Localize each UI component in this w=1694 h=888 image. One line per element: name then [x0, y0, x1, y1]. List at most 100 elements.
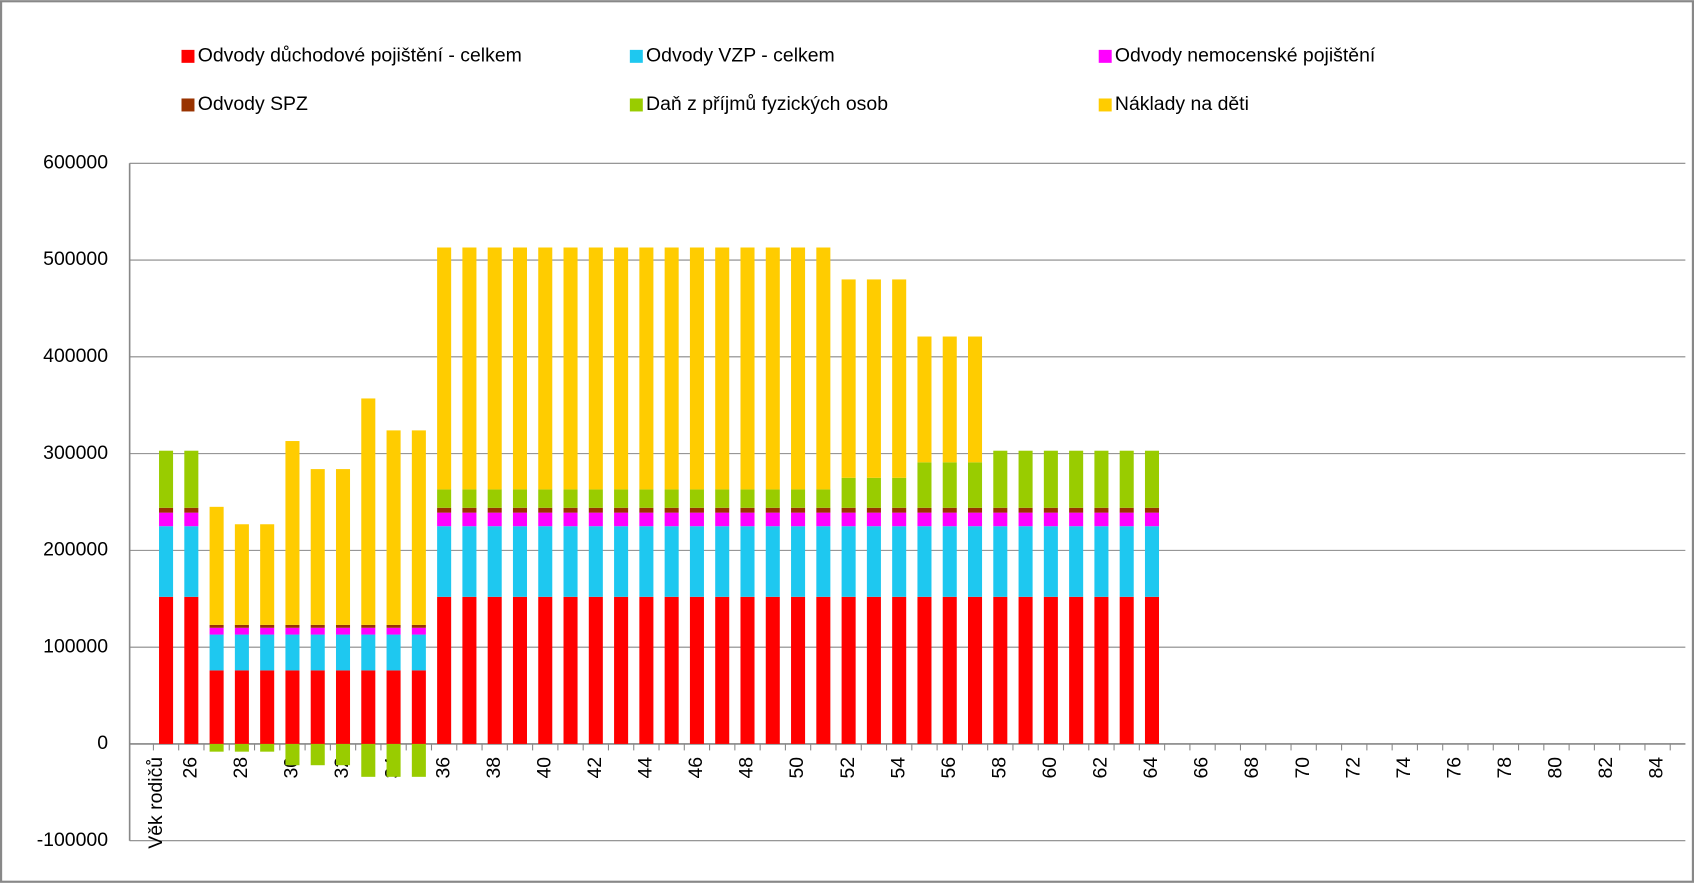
- bar-segment: [462, 596, 477, 744]
- bar-segment: [942, 507, 957, 513]
- bar-segment: [335, 634, 351, 671]
- bar-segment: [234, 627, 249, 635]
- bar-segment: [234, 670, 249, 744]
- bar-segment: [1069, 526, 1084, 597]
- bar-segment: [411, 627, 426, 635]
- bar-segment: [866, 526, 881, 597]
- bar-segment: [1018, 526, 1033, 597]
- x-tick-label: 28: [230, 757, 252, 779]
- bar-segment: [968, 507, 983, 513]
- bar-segment: [993, 526, 1008, 597]
- bar-segment: [512, 489, 527, 508]
- x-tick-label: 54: [887, 757, 909, 779]
- bar-segment: [285, 627, 300, 635]
- bar-segment: [993, 507, 1008, 513]
- bar-segment: [1069, 450, 1084, 508]
- bar-segment: [361, 670, 376, 744]
- bar-segment: [689, 596, 704, 744]
- bar-segment: [841, 477, 856, 508]
- bar-segment: [1094, 450, 1109, 508]
- bar-segment: [361, 634, 376, 671]
- y-tick-label: -100000: [37, 829, 109, 851]
- bar-segment: [1043, 596, 1058, 744]
- bar-segment: [437, 596, 452, 744]
- bar-segment: [715, 512, 730, 527]
- y-tick-label: 100000: [43, 635, 108, 657]
- bar-segment: [588, 526, 603, 597]
- bar-segment: [841, 279, 856, 478]
- bar-segment: [816, 507, 831, 513]
- bar-segment: [816, 596, 831, 744]
- bar-segment: [917, 507, 932, 513]
- bar-segment: [968, 336, 983, 463]
- bar-segment: [639, 247, 654, 490]
- bar-segment: [740, 247, 755, 490]
- bar-segment: [1018, 450, 1033, 508]
- bar-segment: [1018, 596, 1033, 744]
- bar-segment: [411, 430, 426, 625]
- y-tick-label: 600000: [43, 151, 108, 173]
- legend-label: Odvody VZP - celkem: [646, 44, 835, 66]
- bar-segment: [234, 624, 249, 628]
- bar-segment: [260, 670, 275, 744]
- bar-segment: [791, 507, 806, 513]
- bar-segment: [512, 512, 527, 527]
- bar-segment: [411, 670, 426, 744]
- x-tick-label: Věk rodičů: [145, 757, 167, 849]
- bar-segment: [942, 596, 957, 744]
- bar-segment: [968, 512, 983, 527]
- bar-segment: [917, 462, 932, 508]
- bar-segment: [715, 489, 730, 508]
- bar-segment: [689, 489, 704, 508]
- bar-segment: [765, 247, 780, 490]
- x-tick-label: 72: [1342, 757, 1364, 779]
- bar-segment: [310, 627, 325, 635]
- bar-segment: [462, 526, 477, 597]
- bar-segment: [993, 596, 1008, 744]
- bar-segment: [1018, 507, 1033, 513]
- bar-segment: [159, 450, 174, 508]
- bar-segment: [614, 489, 629, 508]
- bar-segment: [159, 596, 174, 744]
- x-tick-label: 42: [584, 757, 606, 779]
- bar-segment: [1144, 526, 1160, 597]
- bar-segment: [512, 247, 527, 490]
- bar-segment: [159, 512, 174, 527]
- bar-segment: [689, 526, 704, 597]
- x-tick-label: 66: [1191, 757, 1213, 779]
- y-tick-label: 200000: [43, 539, 108, 561]
- bar-segment: [184, 450, 199, 508]
- legend-swatch: [629, 98, 643, 112]
- bar-segment: [310, 634, 325, 671]
- bar-segment: [1144, 450, 1160, 508]
- bar-segment: [361, 627, 376, 635]
- bar-segment: [462, 489, 477, 508]
- bar-segment: [1119, 450, 1134, 508]
- bar-segment: [563, 507, 578, 513]
- x-tick-label: 78: [1494, 757, 1516, 779]
- bar-segment: [462, 512, 477, 527]
- bar-segment: [411, 634, 426, 671]
- bar-segment: [310, 469, 325, 625]
- bar-segment: [816, 526, 831, 597]
- x-tick-label: 40: [533, 757, 555, 779]
- bar-segment: [917, 596, 932, 744]
- bar-segment: [715, 596, 730, 744]
- legend-swatch: [1098, 49, 1112, 63]
- bar-segment: [335, 627, 351, 635]
- bar-segment: [310, 670, 325, 744]
- x-tick-label: 76: [1443, 757, 1465, 779]
- bar-segment: [335, 743, 351, 766]
- bar-segment: [487, 512, 502, 527]
- bar-segment: [1119, 507, 1134, 513]
- bar-segment: [791, 512, 806, 527]
- bar-segment: [310, 624, 325, 628]
- bar-segment: [765, 489, 780, 508]
- bar-segment: [285, 743, 300, 766]
- bar-segment: [715, 507, 730, 513]
- legend-label: Odvody SPZ: [198, 93, 308, 115]
- x-tick-label: 82: [1595, 757, 1617, 779]
- bar-segment: [209, 634, 224, 671]
- x-tick-label: 68: [1241, 757, 1263, 779]
- bar-segment: [1069, 507, 1084, 513]
